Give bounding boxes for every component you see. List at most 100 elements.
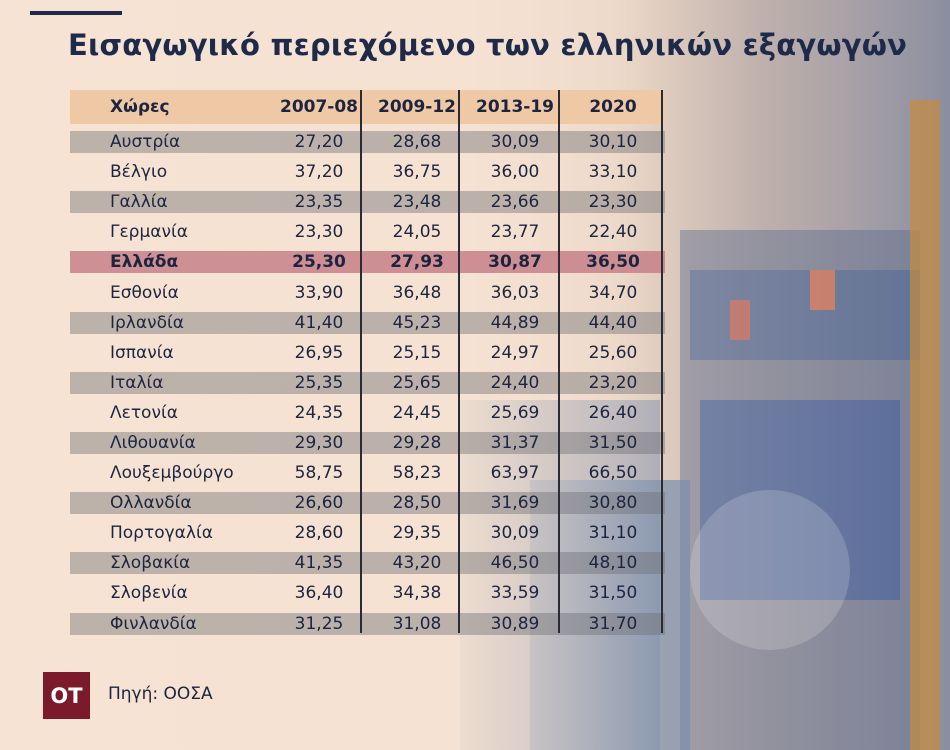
value-cell: 36,40: [294, 583, 344, 604]
row-band: [70, 131, 665, 154]
value-cell: 28,50: [392, 493, 442, 514]
value-cell: 27,20: [294, 132, 344, 153]
value-cell: 23,48: [392, 192, 442, 213]
value-cell: 31,50: [588, 432, 638, 453]
value-cell: 48,10: [588, 553, 638, 574]
value-cell: 58,75: [294, 463, 344, 484]
value-cell: 22,40: [588, 222, 638, 243]
value-cell: 46,50: [490, 553, 540, 574]
table-row: Βέλγιο 37,20 36,75 36,00 33,10: [70, 157, 665, 187]
value-cell: 31,25: [294, 613, 344, 634]
row-band: [70, 191, 665, 214]
column-header: 2007-08: [279, 97, 359, 117]
value-cell: 25,35: [294, 372, 344, 393]
value-cell: 44,89: [490, 312, 540, 333]
value-cell: 29,35: [392, 523, 442, 544]
value-cell: 30,10: [588, 132, 638, 153]
table-row: Ολλανδία 26,60 28,50 31,69 30,80: [70, 488, 665, 518]
value-cell: 24,40: [490, 372, 540, 393]
title: Εισαγωγικό περιεχόμενο των ελληνικών εξα…: [68, 28, 908, 62]
row-band: [70, 311, 665, 334]
value-cell: 36,75: [392, 162, 442, 183]
country-cell: Αυστρία: [110, 132, 181, 153]
value-cell: 31,69: [490, 493, 540, 514]
column-header: 2013-19: [475, 97, 555, 117]
value-cell: 30,09: [490, 523, 540, 544]
value-cell: 31,50: [588, 583, 638, 604]
value-cell: 26,95: [294, 342, 344, 363]
value-cell: 30,09: [490, 132, 540, 153]
column-divider: [360, 90, 362, 633]
table-row: Φινλανδία 31,25 31,08 30,89 31,70: [70, 609, 665, 639]
value-cell: 63,97: [490, 463, 540, 484]
country-cell: Λουξεμβούργο: [110, 463, 234, 484]
background-photo: [430, 0, 950, 750]
value-cell: 25,65: [392, 372, 442, 393]
value-cell: 45,23: [392, 312, 442, 333]
table-row: Ιρλανδία 41,40 45,23 44,89 44,40: [70, 308, 665, 338]
value-cell: 30,89: [490, 613, 540, 634]
value-cell: 23,30: [294, 222, 344, 243]
value-cell: 33,90: [294, 282, 344, 303]
value-cell: 36,03: [490, 282, 540, 303]
row-band: [70, 492, 665, 515]
value-cell: 24,35: [294, 402, 344, 423]
value-cell: 26,60: [294, 493, 344, 514]
country-cell: Βέλγιο: [110, 162, 168, 183]
value-cell: 31,10: [588, 523, 638, 544]
table-row: Ελλάδα 25,30 27,93 30,87 36,50: [70, 247, 665, 277]
value-cell: 43,20: [392, 553, 442, 574]
table-row: Σλοβακία 41,35 43,20 46,50 48,10: [70, 548, 665, 578]
country-cell: Λιθουανία: [110, 432, 196, 453]
value-cell: 25,30: [292, 252, 346, 273]
value-cell: 24,97: [490, 342, 540, 363]
value-cell: 41,40: [294, 312, 344, 333]
row-band: [70, 612, 665, 635]
value-cell: 30,87: [488, 252, 542, 273]
row-band: [70, 371, 665, 394]
value-cell: 34,70: [588, 282, 638, 303]
value-cell: 34,38: [392, 583, 442, 604]
value-cell: 36,48: [392, 282, 442, 303]
value-cell: 31,08: [392, 613, 442, 634]
column-divider: [558, 90, 560, 633]
table-row: Γερμανία 23,30 24,05 23,77 22,40: [70, 217, 665, 247]
value-cell: 25,69: [490, 402, 540, 423]
row-band: [70, 251, 665, 274]
value-cell: 30,80: [588, 493, 638, 514]
value-cell: 33,59: [490, 583, 540, 604]
country-cell: Σλοβενία: [110, 583, 188, 604]
value-cell: 26,40: [588, 402, 638, 423]
country-cell: Λετονία: [110, 402, 178, 423]
country-cell: Γαλλία: [110, 192, 168, 213]
country-cell: Φινλανδία: [110, 613, 197, 634]
column-header: Χώρες: [110, 97, 170, 117]
country-cell: Ιταλία: [110, 372, 164, 393]
country-cell: Ελλάδα: [110, 252, 179, 273]
column-divider: [458, 90, 460, 633]
value-cell: 58,23: [392, 463, 442, 484]
value-cell: 23,66: [490, 192, 540, 213]
row-band: [70, 552, 665, 575]
table-row: Ιταλία 25,35 25,65 24,40 23,20: [70, 368, 665, 398]
country-cell: Ιρλανδία: [110, 312, 184, 333]
value-cell: 41,35: [294, 553, 344, 574]
value-cell: 29,28: [392, 432, 442, 453]
table-row: Λετονία 24,35 24,45 25,69 26,40: [70, 398, 665, 428]
value-cell: 24,05: [392, 222, 442, 243]
value-cell: 25,60: [588, 342, 638, 363]
row-band: [70, 431, 665, 455]
value-cell: 33,10: [588, 162, 638, 183]
value-cell: 23,35: [294, 192, 344, 213]
value-cell: 24,45: [392, 402, 442, 423]
column-header: 2020: [589, 97, 637, 117]
value-cell: 27,93: [390, 252, 444, 273]
value-cell: 23,20: [588, 372, 638, 393]
column-header: 2009-12: [377, 97, 457, 117]
table-row: Σλοβενία 36,40 34,38 33,59 31,50: [70, 578, 665, 608]
accent-line: [30, 11, 122, 15]
column-divider: [661, 90, 663, 633]
table-row: Γαλλία 23,35 23,48 23,66 23,30: [70, 187, 665, 217]
